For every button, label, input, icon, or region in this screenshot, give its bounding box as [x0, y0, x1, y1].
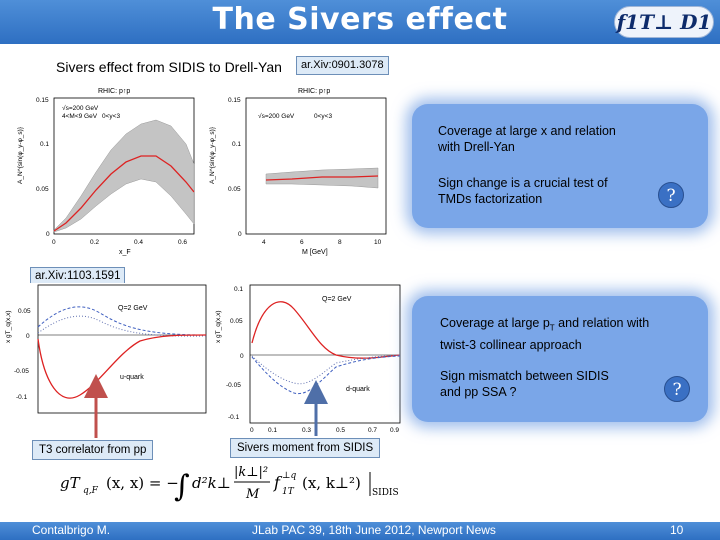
formula-lhs-args: (x, x) = − — [106, 474, 179, 492]
footer-bar — [0, 522, 720, 540]
arxiv-ref-top: ar.Xiv:0901.3078 — [296, 56, 389, 75]
plot-u-quark-svg: Q=2 GeV u-quark 0.05 0 -0.05 -0.1 x gT_q… — [5, 284, 207, 414]
formula-function: f — [273, 473, 283, 492]
plot-d-quark-xtick-1: 0.1 — [268, 427, 277, 434]
formula-function-sub: 1T — [282, 487, 295, 497]
slide-title: The Sivers effect — [212, 2, 508, 37]
plot-u-quark-ylabel: x gT_q(x,x) — [5, 310, 12, 343]
formula-integral-sign: ∫ — [174, 469, 190, 504]
plot-u-quark-ytick-2: -0.05 — [14, 368, 29, 375]
plot-mass-xlabel: M [GeV] — [302, 249, 328, 256]
plot-mass-xtick-3: 10 — [374, 239, 382, 246]
callout-top-heading: Coverage at large x and relation with Dr… — [438, 124, 616, 154]
plot-xf-legend3: 0<y<3 — [102, 113, 120, 120]
plot-u-quark-legend: Q=2 GeV — [118, 305, 148, 312]
caption-t3-correlator: T3 correlator from pp — [32, 440, 154, 460]
plot-xf-xtick-2: 0.4 — [134, 239, 143, 246]
plot-xf-ytick-2: 0.05 — [36, 186, 49, 193]
arxiv-ref-mid: ar.Xiv:1103.1591 — [30, 267, 126, 286]
plot-xf-svg: RHIC: p↑p √s=200 GeV 4<M<9 GeV 0<y<3 0.1… — [17, 88, 195, 256]
callout-bottom — [412, 296, 708, 422]
plot-xf-legend2: 4<M<9 GeV — [62, 113, 98, 120]
plot-mass-heading: RHIC: p↑p — [298, 88, 330, 95]
plot-xf-ytick-0: 0.15 — [36, 97, 49, 104]
plot-xf-xtick-1: 0.2 — [90, 239, 99, 246]
plot-d-quark-ylabel: x gT_q(x,x) — [215, 310, 222, 343]
footer-event: JLab PAC 39, 18th June 2012, Newport New… — [252, 523, 496, 537]
plot-mass-xtick-1: 6 — [300, 239, 304, 246]
plot-xf-xtick-0: 0 — [52, 239, 56, 246]
formula-fraction-den: M — [245, 487, 260, 502]
plot-xf-heading: RHIC: p↑p — [98, 88, 130, 95]
plot-xf-ylabel: A_N^{sin(φ_y-φ_s)} — [17, 126, 24, 184]
plot-d-quark-legend: Q=2 GeV — [322, 296, 352, 303]
formula-function-args: (x, k⊥²) — [302, 474, 361, 492]
plot-d-quark-ytick-3: -0.05 — [226, 382, 241, 389]
plot-xf-ytick-3: 0 — [46, 231, 50, 238]
plot-d-quark-xtick-5: 0.9 — [390, 427, 399, 434]
slide-subtitle: Sivers effect from SIDIS to Drell-Yan — [56, 59, 282, 75]
footer-author: Contalbrigo M. — [32, 523, 111, 537]
footer-page-number: 10 — [670, 523, 684, 537]
formula-function-sup: ⊥q — [282, 471, 296, 481]
callout-top — [412, 104, 708, 228]
plot-mass-xtick-2: 8 — [338, 239, 342, 246]
plot-d-quark-xtick-3: 0.5 — [336, 427, 345, 434]
formula-integral-body: d²k⊥ — [192, 474, 231, 492]
plot-d-quark-ytick-0: 0.1 — [234, 286, 243, 293]
logo: f1T⊥ D1 — [614, 6, 714, 38]
plot-xf-ytick-1: 0.1 — [40, 141, 49, 148]
plot-mass-svg: RHIC: p↑p √s=200 GeV 0<y<3 0.15 0.1 0.05… — [209, 88, 387, 256]
plot-d-quark-curve-label: d-quark — [346, 386, 370, 393]
plot-u-quark: Q=2 GeV u-quark 0.05 0 -0.05 -0.1 x gT_q… — [0, 283, 210, 425]
formula-gt: gT q,F (x, x) = − ∫ d²k⊥ |k⊥|² M f ⊥q 1T… — [60, 465, 398, 504]
plot-xf-xtick-3: 0.6 — [178, 239, 187, 246]
plot-mass-legend1: √s=200 GeV — [258, 112, 295, 120]
callout-bottom-heading-prefix: Coverage at large p — [440, 316, 550, 330]
plot-d-quark-xtick-0: 0 — [250, 427, 254, 434]
callout-bottom-heading-sub: T — [549, 323, 555, 333]
callout-top-text: Sign change is a crucial test of TMDs fa… — [438, 176, 608, 206]
plot-mass-ytick-1: 0.1 — [232, 141, 241, 148]
plot-u-quark-ytick-3: -0.1 — [16, 394, 28, 401]
plot-u-quark-ytick-0: 0.05 — [18, 308, 31, 315]
plot-d-quark-xtick-2: 0.3 — [302, 427, 311, 434]
plot-d-quark-xtick-4: 0.7 — [368, 427, 377, 434]
plot-mass-ytick-0: 0.15 — [228, 97, 241, 104]
caption-sivers-moment: Sivers moment from SIDIS — [230, 438, 381, 458]
question-badge-top: ? — [658, 182, 684, 208]
plot-u-quark-ytick-1: 0 — [26, 333, 30, 340]
plot-mass-ytick-2: 0.05 — [228, 186, 241, 193]
plot-xf-xlabel: x_F — [119, 249, 131, 256]
plot-d-quark: Q=2 GeV d-quark 0.1 0.05 0 -0.05 -0.1 0 … — [210, 283, 406, 435]
formula-fraction-num: |k⊥|² — [234, 465, 268, 480]
callout-bottom-heading-suffix: and relation with twist-3 collinear appr… — [440, 316, 650, 352]
plot-d-quark-ytick-2: 0 — [240, 353, 244, 360]
formula-bar-label: SIDIS — [372, 488, 398, 498]
plot-mass-xtick-0: 4 — [262, 239, 266, 246]
plot-xf-legend1: √s=200 GeV — [62, 104, 99, 112]
callout-bottom-heading: Coverage at large pT and relation with t… — [440, 315, 680, 353]
callout-bottom-text: Sign mismatch between SIDIS and pp SSA ? — [440, 369, 609, 399]
plot-d-quark-ytick-4: -0.1 — [228, 414, 240, 421]
plot-xf: RHIC: p↑p √s=200 GeV 4<M<9 GeV 0<y<3 0.1… — [6, 84, 202, 260]
formula-lhs-sub: q,F — [83, 486, 99, 496]
plot-mass-ytick-3: 0 — [238, 231, 242, 238]
plot-u-quark-curve-label: u-quark — [120, 374, 144, 381]
plot-mass: RHIC: p↑p √s=200 GeV 0<y<3 0.15 0.1 0.05… — [202, 84, 392, 260]
plot-mass-ylabel: A_N^{sin(φ_y-φ_s)} — [209, 126, 216, 184]
plot-mass-legend2: 0<y<3 — [314, 113, 332, 120]
formula-lhs: gT — [60, 474, 81, 492]
plot-d-quark-ytick-1: 0.05 — [230, 318, 243, 325]
header-bar — [0, 0, 720, 44]
question-badge-bottom: ? — [664, 376, 690, 402]
